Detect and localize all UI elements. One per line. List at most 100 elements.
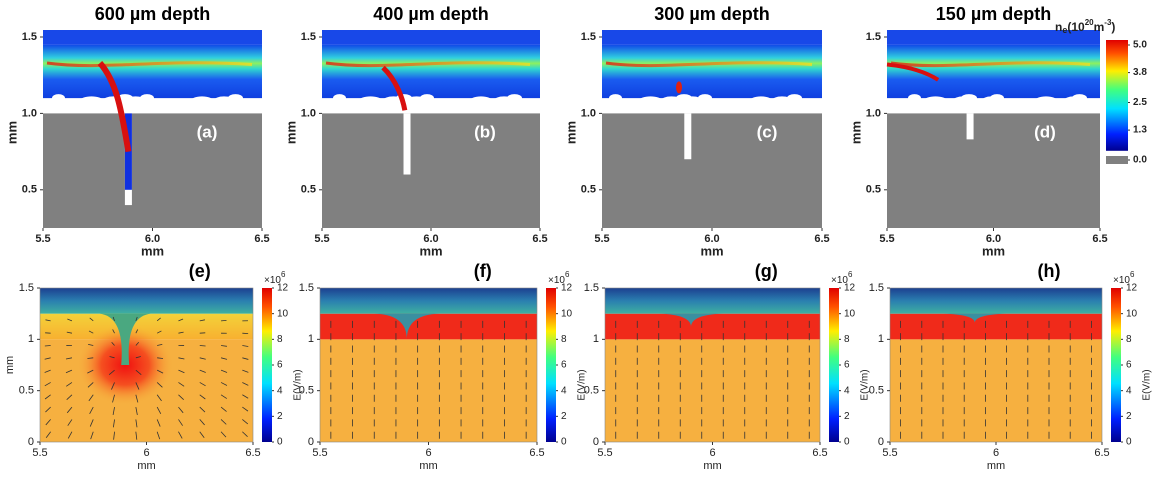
x-tick-label: 6.5 bbox=[814, 233, 829, 245]
colorbar-tick-label: 2.5 bbox=[1133, 97, 1147, 108]
field-top bbox=[320, 288, 537, 314]
streamer bbox=[886, 62, 940, 82]
y-tick-label: 1 bbox=[878, 333, 884, 345]
x-tick-label: 6.0 bbox=[704, 233, 719, 245]
field-arrow bbox=[199, 431, 205, 438]
colorbar-tick-label: 0 bbox=[561, 437, 567, 448]
field-arrow bbox=[44, 357, 51, 360]
field-arrow bbox=[44, 394, 51, 400]
colorbar-tick-label: 2 bbox=[277, 411, 283, 422]
field-top bbox=[890, 288, 1102, 314]
field-arrow bbox=[66, 394, 73, 400]
field-arrow bbox=[111, 382, 115, 390]
plasma-gap bbox=[713, 98, 742, 107]
field-arrow bbox=[45, 431, 51, 438]
field-arrow bbox=[156, 330, 162, 334]
x-tick-label: 5.5 bbox=[597, 447, 612, 459]
colorbar bbox=[262, 288, 272, 442]
plasma-gap bbox=[982, 96, 1001, 105]
field-top bbox=[605, 288, 820, 314]
substrate bbox=[602, 113, 822, 228]
colorbar-multiplier-part: ×10 bbox=[548, 275, 565, 286]
field-arrow bbox=[157, 343, 163, 346]
field-arrow bbox=[220, 406, 227, 412]
field-arrow bbox=[66, 331, 73, 334]
field-arrow bbox=[178, 331, 184, 334]
trench bbox=[684, 113, 692, 160]
x-tick-label: 5.5 bbox=[35, 233, 50, 245]
y-tick-label: 0 bbox=[593, 436, 599, 448]
plasma-gap bbox=[494, 96, 514, 105]
plasma-gap bbox=[433, 98, 462, 107]
field-arrow bbox=[135, 329, 139, 334]
colorbar bbox=[829, 288, 839, 442]
field-arrow bbox=[199, 382, 206, 387]
x-tick-label: 6 bbox=[143, 447, 149, 459]
field-arrow bbox=[178, 406, 184, 414]
colorbar-multiplier: ×106 bbox=[548, 270, 570, 286]
plasma-gap bbox=[609, 94, 622, 103]
x-tick-label: 6.5 bbox=[245, 447, 260, 459]
colorbar-tick-label: 10 bbox=[1126, 308, 1138, 319]
field-arrow bbox=[111, 341, 115, 346]
x-axis-label: mm bbox=[987, 460, 1005, 472]
field-arrow bbox=[156, 394, 162, 402]
y-tick-label: 1.0 bbox=[581, 107, 596, 119]
panel bbox=[604, 287, 821, 443]
field-arrow bbox=[220, 394, 228, 399]
panel-label: (f) bbox=[474, 261, 492, 281]
field-dip bbox=[943, 313, 1007, 323]
x-tick-label: 6.5 bbox=[254, 233, 269, 245]
plasma-gap bbox=[646, 98, 672, 107]
plasma-gap bbox=[1064, 96, 1084, 105]
field-arrow bbox=[135, 341, 140, 346]
colorbar-label: E(V/m) bbox=[1142, 369, 1153, 400]
streamer bbox=[381, 65, 408, 111]
colorbar-tick-label: 0 bbox=[844, 437, 850, 448]
plasma-gap bbox=[126, 96, 145, 105]
field-arrow bbox=[45, 419, 51, 426]
colorbar-tick-label: 12 bbox=[277, 283, 289, 294]
field-arrow bbox=[220, 382, 228, 386]
x-axis-label: mm bbox=[703, 460, 721, 472]
field-arrow bbox=[113, 419, 115, 428]
field-arrow bbox=[67, 318, 73, 322]
y-tick-label: 0.5 bbox=[584, 385, 599, 397]
panel bbox=[322, 30, 540, 228]
field-arrow bbox=[108, 369, 115, 376]
field-arrow bbox=[157, 357, 164, 359]
y-axis-label: mm bbox=[563, 121, 578, 144]
y-tick-label: 1.0 bbox=[301, 107, 316, 119]
field-arrow bbox=[135, 407, 138, 415]
panel bbox=[602, 30, 822, 228]
field-arrow bbox=[242, 369, 249, 373]
field-arrow bbox=[87, 357, 94, 359]
colorbar-title-part: -3 bbox=[1104, 18, 1112, 27]
panel-label: (a) bbox=[197, 123, 218, 142]
colorbar-multiplier: ×106 bbox=[264, 270, 286, 286]
field-arrow bbox=[67, 431, 73, 439]
field-arrow bbox=[242, 357, 249, 360]
colorbar-tick-label: 8 bbox=[277, 334, 283, 345]
y-tick-label: 0.5 bbox=[301, 184, 316, 196]
panel-label: (h) bbox=[1038, 261, 1061, 281]
x-tick-label: 6.0 bbox=[423, 233, 438, 245]
field-arrow bbox=[178, 382, 185, 387]
plasma-gap bbox=[407, 96, 426, 105]
colorbar-label: E(V/m) bbox=[577, 369, 588, 400]
field-arrow bbox=[156, 382, 163, 388]
x-tick-label: 6 bbox=[993, 447, 999, 459]
colorbar-tick-label: 6 bbox=[1126, 360, 1132, 371]
field-arrow bbox=[65, 357, 73, 360]
field-mid bbox=[890, 313, 1102, 340]
plasma-gap bbox=[908, 94, 921, 103]
field-arrow bbox=[199, 319, 205, 322]
x-axis-label: mm bbox=[419, 243, 442, 258]
field-arrow bbox=[135, 382, 140, 390]
panel-title: 150 µm depth bbox=[936, 4, 1051, 24]
x-tick-label: 6.5 bbox=[529, 447, 544, 459]
field-arrow bbox=[156, 406, 162, 415]
field-top bbox=[40, 288, 253, 314]
colorbar-title-part: m bbox=[1094, 20, 1105, 34]
